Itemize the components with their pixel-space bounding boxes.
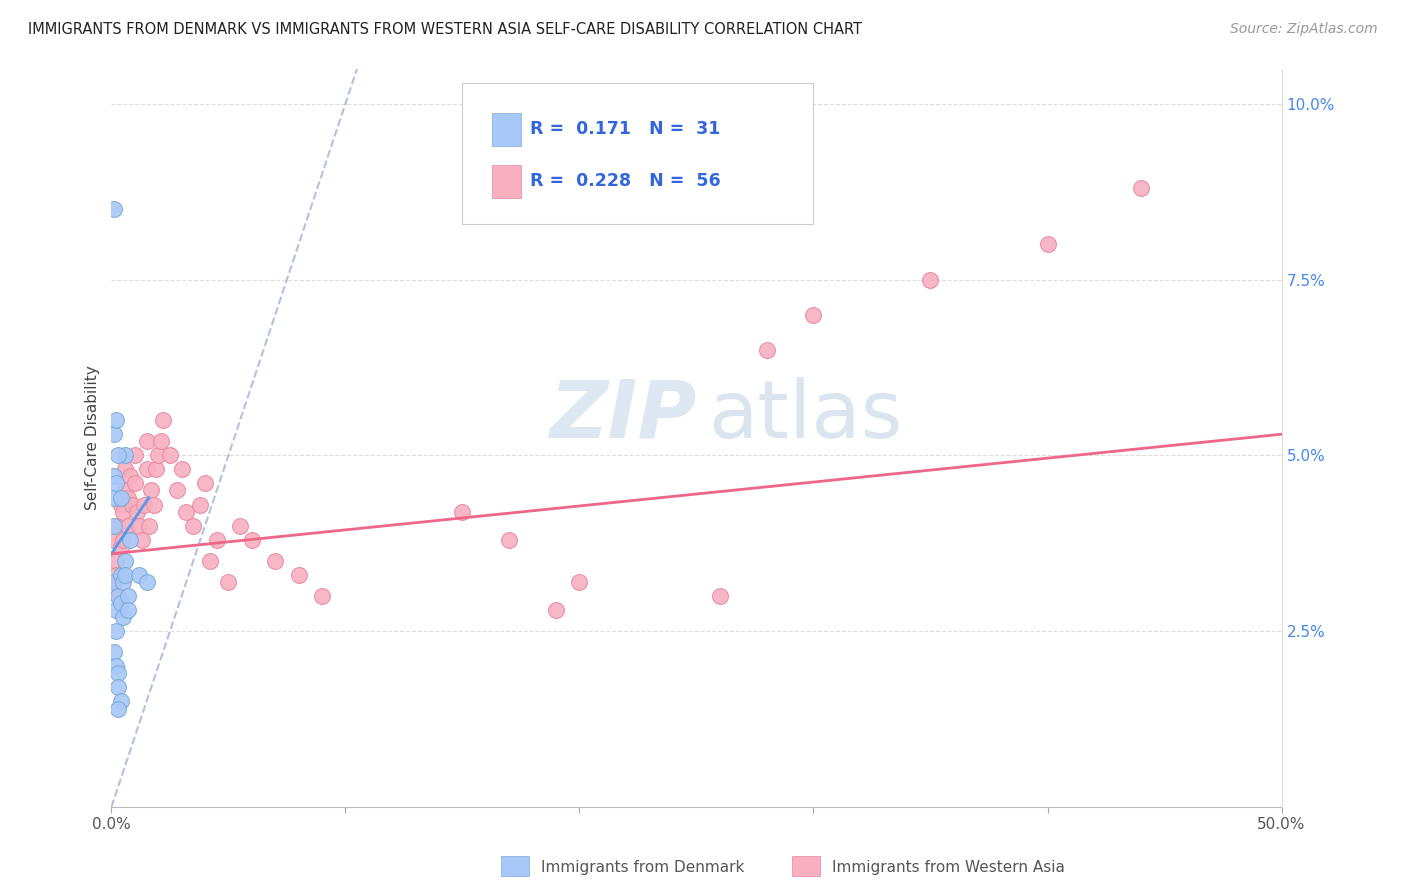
Point xyxy=(568,574,591,589)
Point xyxy=(709,589,731,603)
Point xyxy=(105,659,128,673)
Point xyxy=(149,434,172,449)
Point xyxy=(229,518,252,533)
Point xyxy=(124,448,146,462)
Point xyxy=(105,554,128,568)
Point xyxy=(110,568,132,582)
Point xyxy=(217,574,239,589)
Point xyxy=(103,469,125,483)
Point xyxy=(112,574,135,589)
Point xyxy=(103,202,125,217)
Point xyxy=(141,483,163,498)
Y-axis label: Self-Care Disability: Self-Care Disability xyxy=(86,366,100,510)
Point xyxy=(117,603,139,617)
Point xyxy=(128,518,150,533)
Text: R =  0.228   N =  56: R = 0.228 N = 56 xyxy=(530,172,721,190)
Point xyxy=(152,413,174,427)
Text: Immigrants from Denmark: Immigrants from Denmark xyxy=(541,860,745,874)
Point xyxy=(107,448,129,462)
Point xyxy=(105,476,128,491)
Point xyxy=(105,624,128,639)
Point xyxy=(105,568,128,582)
Point xyxy=(103,574,125,589)
Point xyxy=(107,518,129,533)
Point xyxy=(135,434,157,449)
Point xyxy=(240,533,263,547)
Point xyxy=(148,448,170,462)
Point xyxy=(110,694,132,708)
Point xyxy=(138,518,160,533)
Point xyxy=(105,603,128,617)
Point xyxy=(117,589,139,603)
Point xyxy=(112,610,135,624)
Point xyxy=(107,589,129,603)
Point xyxy=(103,427,125,442)
Point xyxy=(755,343,778,357)
Point xyxy=(920,272,942,286)
Point xyxy=(181,518,204,533)
Point xyxy=(198,554,221,568)
Point xyxy=(103,491,125,505)
Point xyxy=(107,666,129,681)
Point xyxy=(117,491,139,505)
Point xyxy=(134,498,156,512)
Point xyxy=(107,681,129,695)
Point xyxy=(110,540,132,554)
Point xyxy=(110,596,132,610)
Point xyxy=(287,568,309,582)
Point xyxy=(107,701,129,715)
Point xyxy=(107,589,129,603)
Point xyxy=(1130,181,1153,195)
Point xyxy=(159,448,181,462)
FancyBboxPatch shape xyxy=(463,83,814,224)
Point xyxy=(145,462,167,476)
Point xyxy=(205,533,228,547)
Point xyxy=(176,505,198,519)
Point xyxy=(128,568,150,582)
Point xyxy=(114,448,136,462)
Text: Immigrants from Western Asia: Immigrants from Western Asia xyxy=(832,860,1066,874)
Text: Source: ZipAtlas.com: Source: ZipAtlas.com xyxy=(1230,22,1378,37)
Point xyxy=(142,498,165,512)
Point xyxy=(120,533,142,547)
Text: IMMIGRANTS FROM DENMARK VS IMMIGRANTS FROM WESTERN ASIA SELF-CARE DISABILITY COR: IMMIGRANTS FROM DENMARK VS IMMIGRANTS FR… xyxy=(28,22,862,37)
Point xyxy=(803,308,825,322)
Point xyxy=(110,491,132,505)
Point xyxy=(451,505,474,519)
Point xyxy=(114,568,136,582)
Point xyxy=(188,498,211,512)
Point xyxy=(127,505,149,519)
Point xyxy=(194,476,217,491)
Point xyxy=(166,483,188,498)
Point xyxy=(112,505,135,519)
Point xyxy=(114,462,136,476)
Point xyxy=(110,498,132,512)
Point xyxy=(121,498,143,512)
Point xyxy=(103,574,125,589)
Point xyxy=(114,483,136,498)
Point xyxy=(264,554,287,568)
Point xyxy=(117,518,139,533)
Point xyxy=(498,533,520,547)
Point xyxy=(112,533,135,547)
Point xyxy=(170,462,193,476)
Point xyxy=(311,589,333,603)
Point xyxy=(135,574,157,589)
Point xyxy=(114,554,136,568)
Point xyxy=(131,533,153,547)
Point xyxy=(135,462,157,476)
Point xyxy=(103,645,125,659)
FancyBboxPatch shape xyxy=(492,112,522,146)
Point xyxy=(544,603,567,617)
FancyBboxPatch shape xyxy=(492,164,522,198)
Text: ZIP: ZIP xyxy=(550,376,696,455)
Text: atlas: atlas xyxy=(709,376,903,455)
Point xyxy=(124,476,146,491)
Text: R =  0.171   N =  31: R = 0.171 N = 31 xyxy=(530,120,721,138)
Point xyxy=(1036,237,1059,252)
Point xyxy=(120,469,142,483)
Point xyxy=(105,413,128,427)
Point xyxy=(103,518,125,533)
Point xyxy=(103,533,125,547)
